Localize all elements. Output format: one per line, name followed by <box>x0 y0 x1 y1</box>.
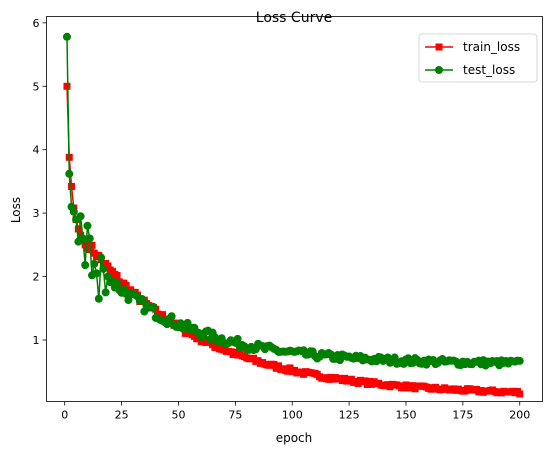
data-point-train_loss <box>68 182 76 190</box>
data-point-train_loss <box>113 271 121 279</box>
x-axis-label: epoch <box>276 431 313 445</box>
data-point-test_loss <box>113 278 122 287</box>
data-point-test_loss <box>92 269 101 278</box>
data-point-test_loss <box>76 212 85 221</box>
legend-label-train: train_loss <box>463 40 520 54</box>
data-point-test_loss <box>101 288 110 297</box>
x-tick-label: 25 <box>115 409 129 422</box>
data-point-train_loss <box>270 360 278 368</box>
data-point-train_loss <box>122 281 130 289</box>
data-point-test_loss <box>85 234 94 243</box>
data-point-test_loss <box>390 353 399 362</box>
legend: train_loss test_loss <box>418 33 538 83</box>
data-point-test_loss <box>149 302 158 311</box>
data-point-test_loss <box>94 294 103 303</box>
data-point-test_loss <box>99 264 108 273</box>
x-tick-label: 175 <box>452 409 473 422</box>
data-point-train_loss <box>63 82 71 90</box>
data-point-test_loss <box>124 296 133 305</box>
data-point-train_loss <box>275 362 283 370</box>
data-point-test_loss <box>90 259 99 268</box>
y-axis-label: Loss <box>9 197 23 223</box>
data-point-train_loss <box>159 311 167 319</box>
data-point-test_loss <box>233 334 242 343</box>
data-point-train_loss <box>88 241 96 249</box>
y-tick-label: 6 <box>33 17 40 30</box>
data-point-train_loss <box>361 377 369 385</box>
x-tick-label: 100 <box>282 409 303 422</box>
data-point-test_loss <box>81 261 90 270</box>
plot-layer <box>62 32 524 398</box>
y-axis-ticks: 1 2 3 4 5 6 <box>33 17 47 347</box>
legend-marker-train <box>435 43 443 51</box>
data-point-train_loss <box>516 390 524 398</box>
data-point-test_loss <box>62 32 71 41</box>
x-tick-label: 150 <box>395 409 416 422</box>
y-tick-label: 1 <box>33 334 40 347</box>
data-point-test_loss <box>97 253 106 262</box>
y-tick-label: 5 <box>33 80 40 93</box>
data-point-test_loss <box>138 295 147 304</box>
x-tick-label: 50 <box>171 409 185 422</box>
series-group <box>62 32 524 398</box>
data-point-train_loss <box>74 225 82 233</box>
data-point-test_loss <box>167 312 176 321</box>
data-point-test_loss <box>78 234 87 243</box>
x-tick-label: 0 <box>61 409 68 422</box>
y-tick-label: 3 <box>33 207 40 220</box>
data-point-train_loss <box>104 262 112 270</box>
x-tick-label: 200 <box>509 409 530 422</box>
y-tick-label: 4 <box>33 144 40 157</box>
x-tick-label: 75 <box>228 409 242 422</box>
y-tick-label: 2 <box>33 271 40 284</box>
data-point-test_loss <box>83 221 92 230</box>
x-tick-label: 125 <box>339 409 360 422</box>
data-point-test_loss <box>69 207 78 216</box>
chart-title: Loss Curve <box>256 10 332 26</box>
legend-marker-test <box>435 66 443 74</box>
data-point-test_loss <box>515 356 524 365</box>
data-point-train_loss <box>286 364 294 372</box>
axes-frame <box>46 16 543 402</box>
legend-label-test: test_loss <box>463 63 515 77</box>
x-axis-ticks: 0 25 50 75 100 125 150 175 200 <box>61 401 530 422</box>
data-point-test_loss <box>65 169 74 178</box>
